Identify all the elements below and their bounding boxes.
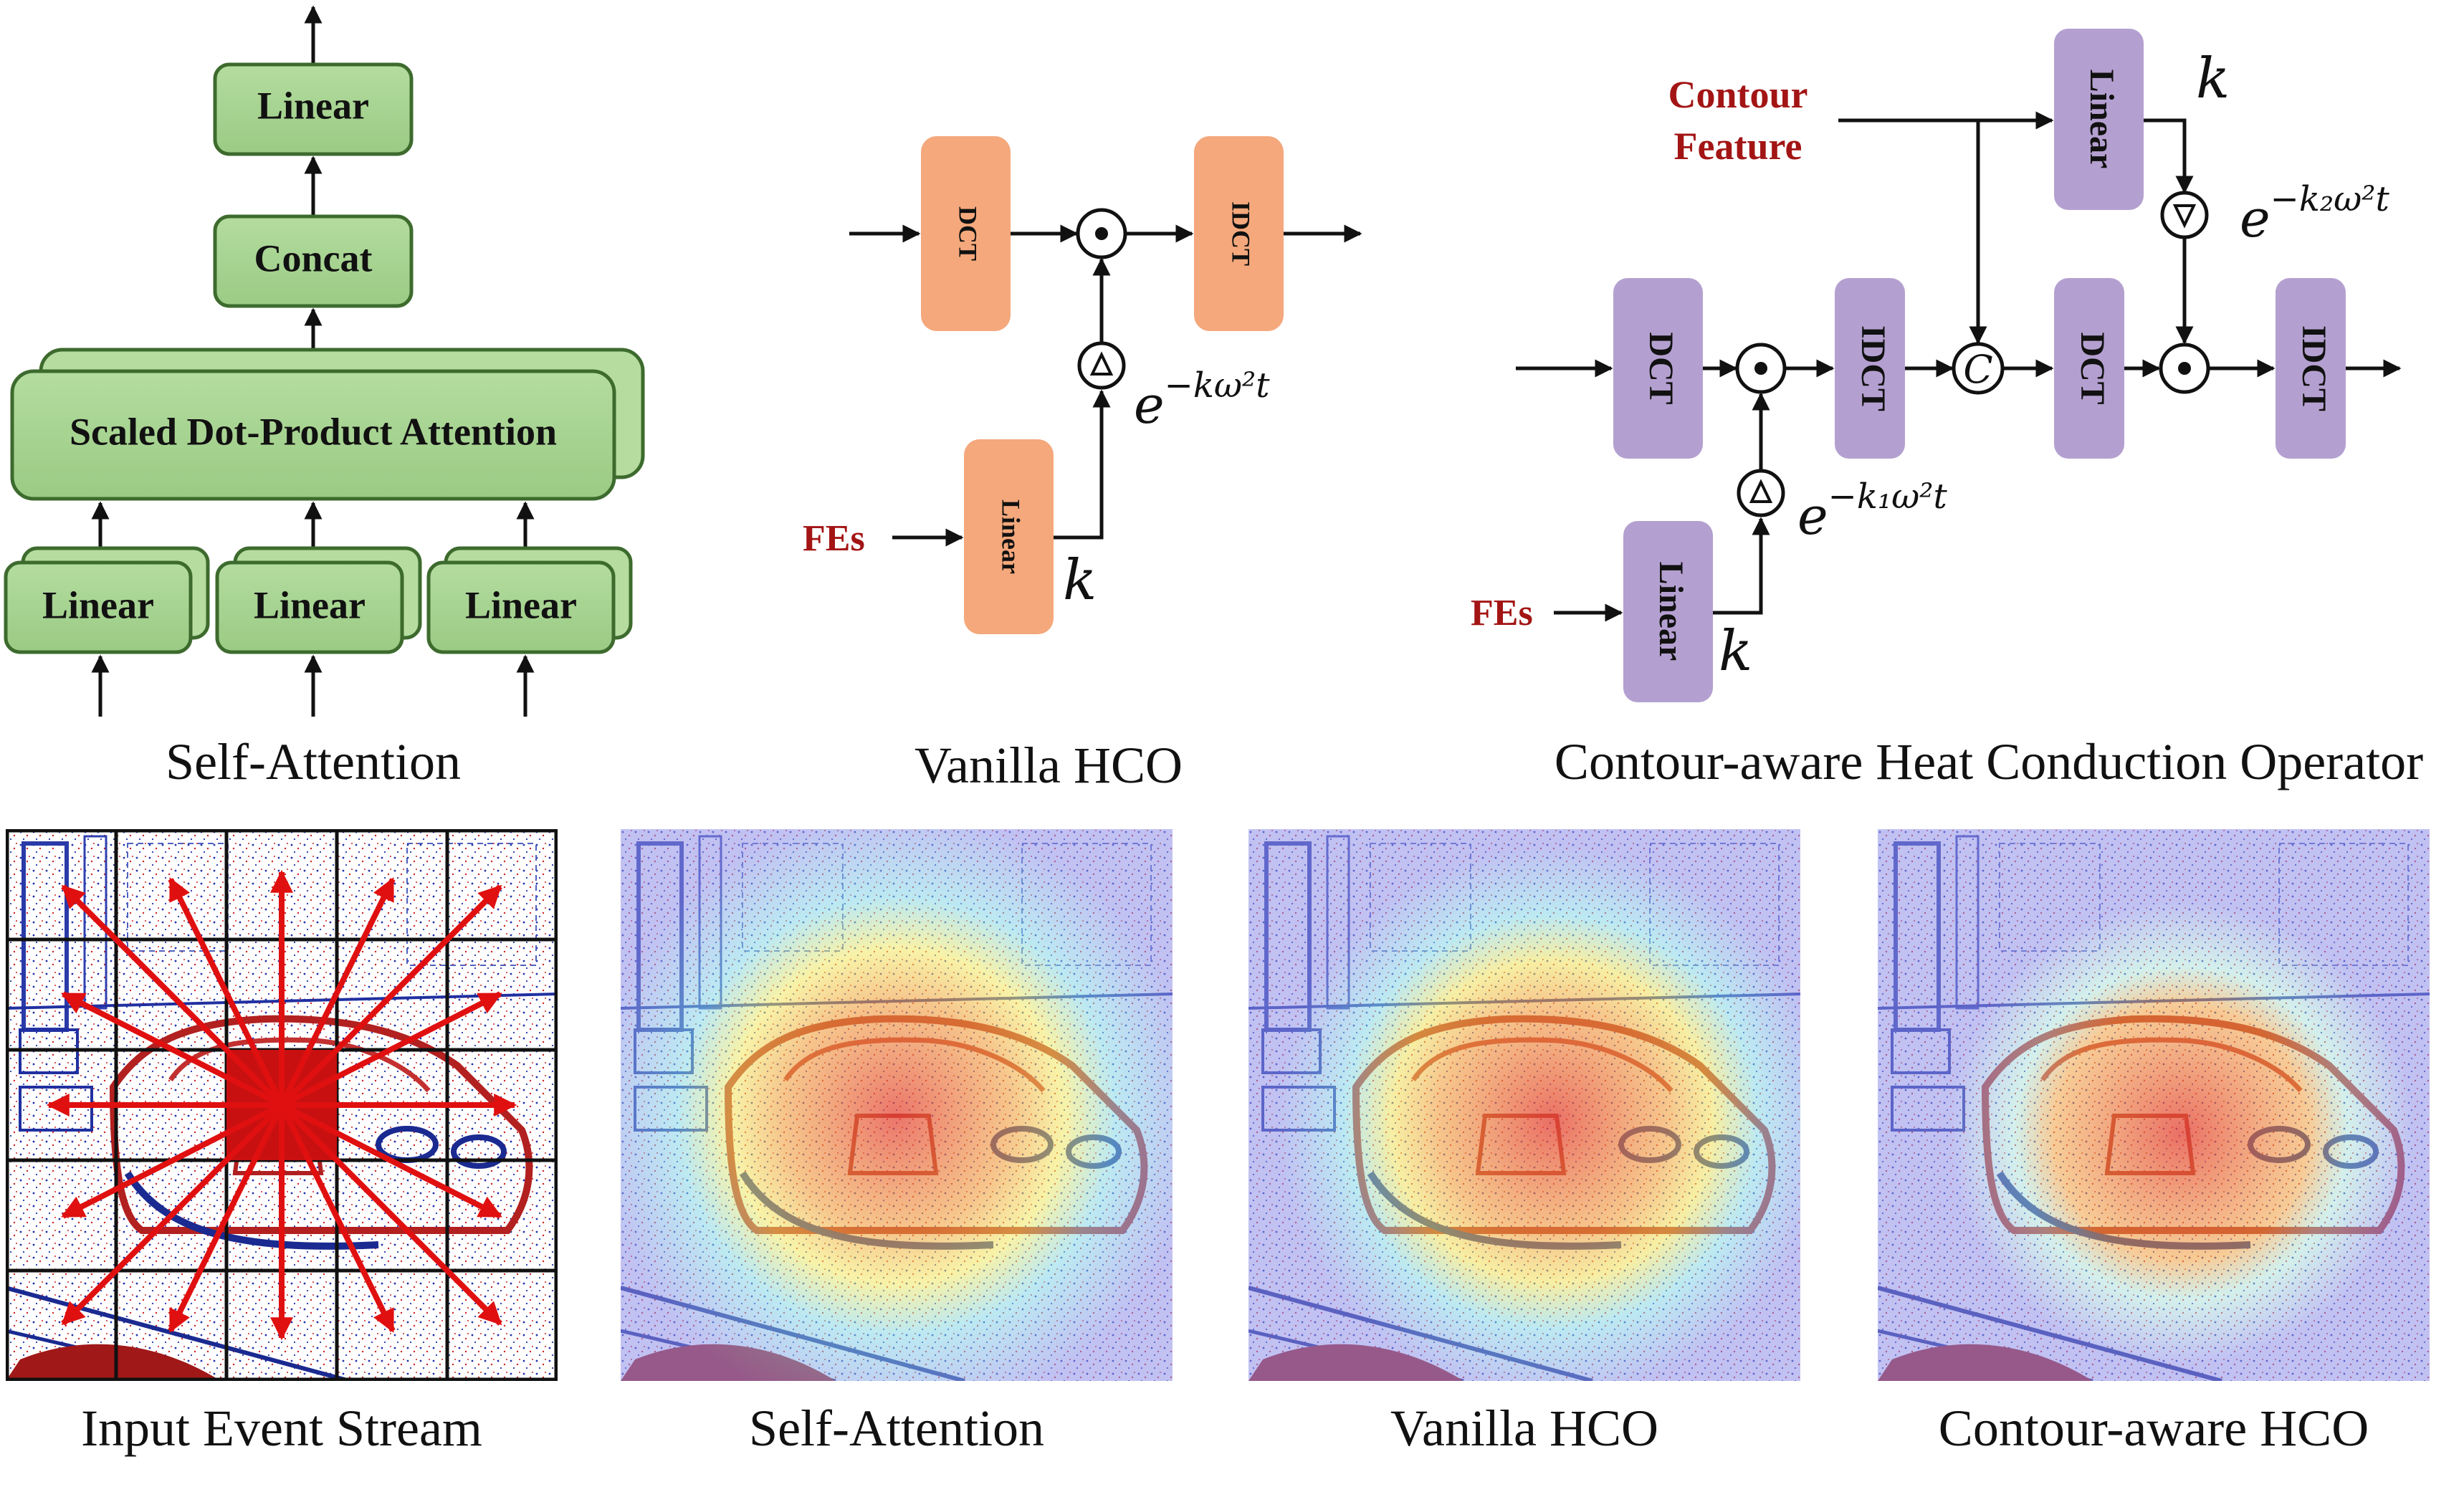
vanilla-decay-base: e [1134,375,1165,435]
vanilla-fes-label: FEs [803,518,865,559]
contour-multiply-node-1 [1735,343,1787,394]
concat-block: Concat [213,214,414,308]
contour-k-bottom-label: k [1719,619,1752,684]
attention-label: Scaled Dot-Product Attention [70,410,557,453]
contour-decay-bottom-base: e [1797,486,1828,546]
vanilla-multiply-node [1076,208,1127,259]
contour-decay-top-formula: e−k₂ω²t [2240,179,2390,249]
contour-hco-diagram: Contour Feature Linear k e−k₂ω²t DCT IDC [1471,29,2423,790]
contour-linear-top-block: Linear [2054,29,2144,210]
contour-idct1-block: IDCT [1835,278,1905,459]
input-linear-2: Linear [215,501,422,717]
input-linear-1-label: Linear [42,583,154,626]
self-attention-map-caption: Self-Attention [749,1400,1044,1457]
contour-feature-line-2: Feature [1674,125,1802,168]
vanilla-dct-label: DCT [954,206,983,261]
contour-dct1-label: DCT [1642,332,1680,404]
contour-decay-top-node [2160,191,2209,239]
contour-decay-top-base: e [2240,188,2270,249]
contour-concat-symbol: C [1963,347,1992,392]
vanilla-hco-map-panel: Vanilla HCO [1248,829,1800,1457]
contour-fes-label: FEs [1471,593,1533,633]
vanilla-idct-label: IDCT [1227,201,1256,266]
vanilla-hco-caption: Vanilla HCO [915,737,1183,794]
attention-arrows [46,869,517,1341]
vanilla-hco-heat-overlay [1248,829,1800,1381]
contour-dct2-label: DCT [2073,332,2111,404]
contour-decay-bottom-exponent: −k₁ω²t [1828,477,1948,517]
contour-linear-top-label: Linear [2083,70,2121,169]
vanilla-linear-label: Linear [997,499,1026,574]
contour-hco-map-panel: Contour-aware HCO [1878,829,2430,1457]
contour-dct1-block: DCT [1613,278,1703,459]
vanilla-k-label: k [1063,548,1097,613]
attention-block: Scaled Dot-Product Attention [10,348,645,501]
output-linear-block: Linear [213,62,414,156]
concat-label: Concat [254,236,373,279]
linear-top-to-decay-arrow [2144,118,2194,194]
input-linear-1: Linear [4,501,210,717]
vanilla-idct-block: IDCT [1194,136,1284,331]
self-attention-caption: Self-Attention [166,733,461,790]
vanilla-dct-block: DCT [921,136,1011,331]
contour-linear-bottom-label: Linear [1652,562,1690,661]
vanilla-decay-node [1077,341,1126,390]
input-event-stream-caption: Input Event Stream [81,1400,482,1457]
contour-idct1-label: IDCT [1854,325,1892,411]
attention-front-layer [10,369,616,501]
contour-dct2-block: DCT [2054,278,2124,459]
linear-bottom-to-decay-arrow [1713,517,1770,615]
vanilla-decay-formula: e−kω²t [1134,365,1270,435]
contour-feature-line-1: Contour [1668,73,1808,116]
contour-hco-heat-overlay [1878,829,2430,1381]
vanilla-linear-block: Linear [964,439,1054,634]
input-linear-3: Linear [426,501,633,717]
contour-idct2-block: IDCT [2276,278,2346,459]
input-event-stream-image [6,829,558,1381]
self-attention-map-panel: Self-Attention [621,829,1173,1457]
vanilla-decay-exponent: −kω²t [1165,365,1271,406]
contour-concat-node: C [1952,342,2005,395]
output-linear-label: Linear [257,84,369,127]
self-attention-diagram: Linear Concat Scaled Dot-Product Attenti… [4,5,645,790]
vanilla-hco-heatmap-image [1248,829,1800,1381]
contour-decay-bottom-formula: e−k₁ω²t [1797,477,1948,546]
vanilla-hco-diagram: DCT IDCT e−kω²t FEs Linear k Vanilla HCO [803,136,1362,794]
contour-decay-top-exponent: −k₂ω²t [2270,179,2390,219]
input-event-stream-panel: Input Event Stream [6,829,558,1457]
input-linear-2-label: Linear [254,583,366,626]
vanilla-hco-map-caption: Vanilla HCO [1390,1400,1658,1457]
vanilla-linear-to-decay-arrow [1054,389,1111,540]
contour-hco-heatmap-image [1878,829,2430,1381]
contour-hco-caption: Contour-aware Heat Conduction Operator [1555,733,2423,790]
contour-hco-map-caption: Contour-aware HCO [1939,1400,2369,1457]
input-linear-3-label: Linear [465,583,577,626]
contour-decay-bottom-node [1737,469,1785,517]
contour-linear-bottom-block: Linear [1623,521,1713,702]
self-attention-heatmap-image [621,829,1173,1381]
contour-idct2-label: IDCT [2295,325,2333,411]
self-attention-heat-overlay [621,829,1173,1381]
contour-k-top-label: k [2196,47,2230,111]
contour-multiply-node-2 [2159,343,2210,394]
